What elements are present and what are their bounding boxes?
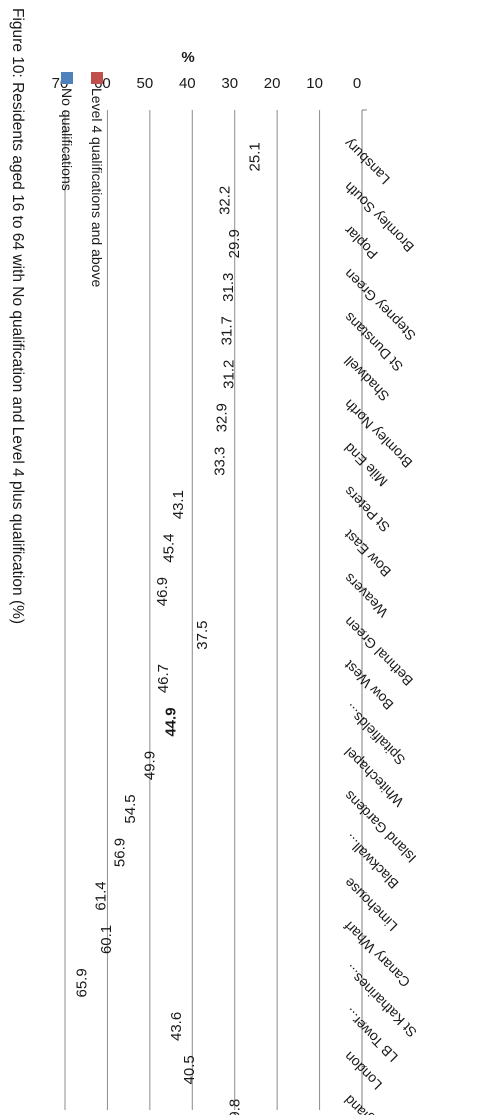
legend-swatch-no-qualifications: [61, 72, 73, 84]
data-label: 29.8: [227, 1099, 244, 1115]
y-tick-label: 0: [353, 75, 361, 92]
data-label: 65.9: [73, 968, 90, 997]
y-tick-label: 50: [137, 75, 154, 92]
data-label: 60.1: [98, 925, 115, 954]
y-tick-label: 40: [179, 75, 196, 92]
x-category-label: Poplar: [341, 222, 381, 262]
x-category-label: England: [341, 1092, 389, 1115]
data-label: 43.1: [170, 490, 187, 519]
data-label: 25.1: [247, 142, 264, 171]
plot-area: [64, 109, 367, 1110]
y-tick-label: 10: [306, 75, 323, 92]
data-label: 49.9: [141, 751, 158, 780]
data-label: 56.9: [112, 838, 129, 867]
y-axis-label: %: [181, 49, 194, 66]
data-label: 29.9: [226, 229, 243, 258]
legend-label-no-qualifications: No qualifications: [59, 88, 75, 191]
data-label: 32.9: [213, 403, 230, 432]
x-category-label: Lansbury: [341, 136, 393, 188]
y-tick-label: 20: [264, 75, 281, 92]
data-label: 33.3: [212, 447, 229, 476]
x-category-label: St Peters: [341, 483, 393, 535]
data-label: 32.2: [216, 186, 233, 215]
data-label: 46.7: [155, 664, 172, 693]
data-label: 31.2: [221, 360, 238, 389]
legend-label-level4: Level 4 qualifications and above: [89, 88, 105, 287]
data-label: 31.3: [220, 273, 237, 302]
data-label: 37.5: [194, 621, 211, 650]
data-label: 43.6: [168, 1012, 185, 1041]
legend-swatch-level4: [91, 72, 103, 84]
data-label: 54.5: [122, 794, 139, 823]
data-label: 40.5: [181, 1055, 198, 1084]
data-label: 45.4: [160, 534, 177, 563]
chart-title: Figure 10: Residents aged 16 to 64 with …: [9, 8, 26, 624]
data-label: 46.9: [154, 577, 171, 606]
data-label: 61.4: [92, 881, 109, 910]
data-label: 31.7: [219, 316, 236, 345]
legend: No qualifications Level 4 qualifications…: [59, 72, 105, 287]
data-label: 44.9: [162, 707, 179, 736]
y-tick-label: 30: [221, 75, 238, 92]
x-category-label: Bow East: [341, 527, 394, 580]
